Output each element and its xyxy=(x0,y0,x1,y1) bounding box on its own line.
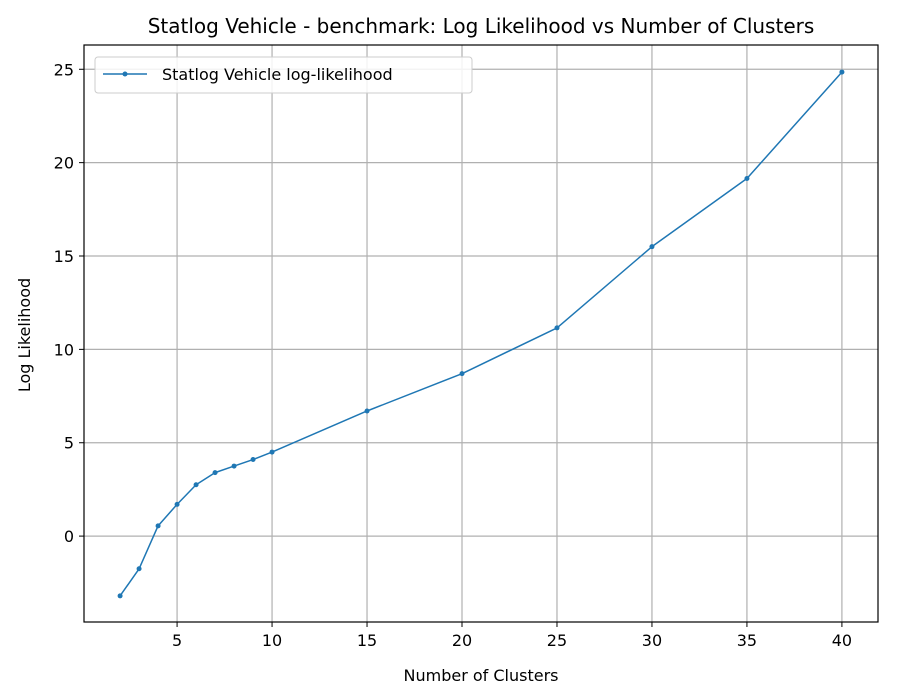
x-axis-label: Number of Clusters xyxy=(404,666,559,685)
data-point xyxy=(744,176,750,182)
y-tick-label: 0 xyxy=(64,527,74,546)
y-tick-label: 25 xyxy=(54,60,74,79)
x-tick-label: 15 xyxy=(357,631,377,650)
tick-layer: 5 10 15 20 25 30 35 40 0 5 10 15 20 25 xyxy=(54,60,852,650)
legend-box xyxy=(94,56,473,94)
data-point xyxy=(193,482,199,488)
data-point xyxy=(231,463,237,469)
data-point xyxy=(136,566,142,572)
data-point xyxy=(155,523,161,529)
data-point xyxy=(250,457,256,463)
y-tick-label: 20 xyxy=(54,154,74,173)
x-tick-label: 20 xyxy=(452,631,472,650)
x-tick-label: 35 xyxy=(737,631,757,650)
data-point xyxy=(459,371,465,377)
chart-title: Statlog Vehicle - benchmark: Log Likelih… xyxy=(148,14,815,38)
data-point xyxy=(649,244,655,250)
x-tick-label: 5 xyxy=(172,631,182,650)
y-axis-label: Log Likelihood xyxy=(15,278,34,392)
y-tick-label: 5 xyxy=(64,434,74,453)
data-point xyxy=(117,593,123,599)
data-point xyxy=(174,501,180,507)
grid-layer xyxy=(84,45,878,622)
series-layer xyxy=(117,69,845,599)
data-point xyxy=(554,325,560,331)
data-point xyxy=(212,470,218,476)
legend-entry-label: Statlog Vehicle log-likelihood xyxy=(162,65,393,84)
x-tick-label: 10 xyxy=(262,631,282,650)
plot-frame xyxy=(83,44,879,623)
legend-marker-swatch xyxy=(122,71,128,77)
data-point xyxy=(269,449,275,455)
data-point xyxy=(839,69,845,75)
legend: Statlog Vehicle log-likelihood xyxy=(94,56,473,94)
data-point xyxy=(364,408,370,414)
x-tick-label: 25 xyxy=(547,631,567,650)
y-tick-label: 10 xyxy=(54,340,74,359)
y-tick-label: 15 xyxy=(54,247,74,266)
x-tick-label: 40 xyxy=(832,631,852,650)
x-tick-label: 30 xyxy=(642,631,662,650)
